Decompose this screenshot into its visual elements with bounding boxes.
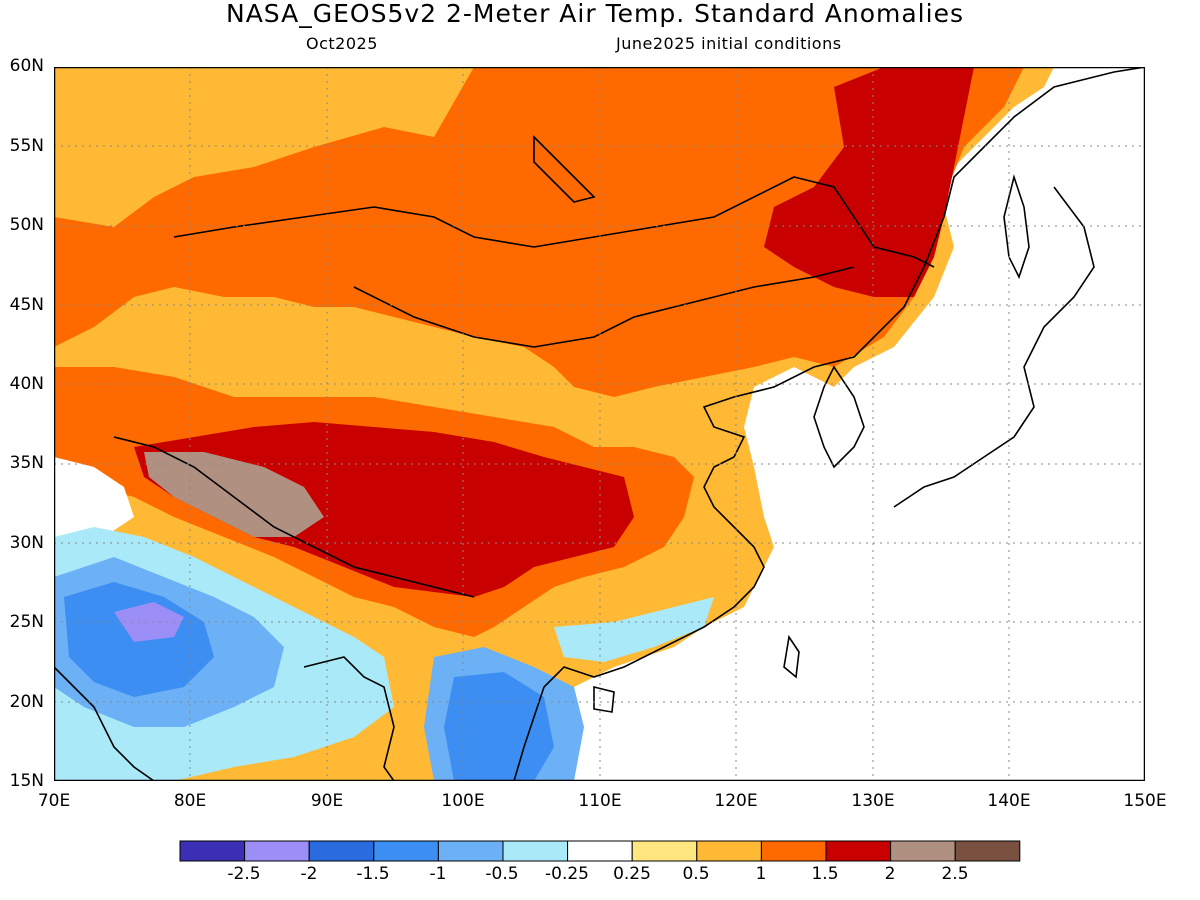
border-mongolia-south [353, 266, 855, 348]
colorbar-label-m1: -1 [429, 864, 447, 884]
colorbar-swatch [567, 840, 633, 862]
map-frame [54, 67, 1145, 781]
lon-label-150e: 150E [1123, 791, 1167, 811]
colorbar-swatch [244, 840, 310, 862]
lat-label-35n: 35N [9, 453, 44, 473]
lon-label-110e: 110E [578, 791, 622, 811]
chart-title: NASA_GEOS5v2 2-Meter Air Temp. Standard … [226, 0, 964, 28]
lon-label-90e: 90E [310, 791, 344, 811]
gridlines [54, 67, 1145, 781]
colorbar-label-0.5: 0.5 [682, 864, 710, 884]
colorbar-swatch [308, 840, 375, 862]
colorbar-label-0.25: 0.25 [613, 864, 651, 884]
colorbar-label-m0.25: -0.25 [545, 864, 589, 884]
coastline-east-asia [513, 67, 1145, 781]
coastline-india [54, 666, 155, 781]
colorbar-label-m1.5: -1.5 [356, 864, 390, 884]
ocean-neutral [494, 67, 1145, 781]
lat-label-55n: 55N [9, 136, 44, 156]
lon-label-120e: 120E [714, 791, 758, 811]
lat-label-60n: 60N [9, 56, 44, 76]
colorbar-label-m2.5: -2.5 [227, 864, 261, 884]
colorbar-swatch [890, 840, 956, 862]
lat-label-40n: 40N [9, 374, 44, 394]
lon-label-70e: 70E [37, 791, 71, 811]
colorbar-swatch [373, 840, 439, 862]
colorbar-label-2: 2 [884, 864, 896, 884]
colorbar-swatch [631, 840, 698, 862]
colorbar-swatch [502, 840, 569, 862]
coastline-korea [813, 365, 865, 469]
subtitle-initial-conditions: June2025 initial conditions [616, 34, 842, 53]
colorbar-label-2.5: 2.5 [941, 864, 969, 884]
colorbar-label-m0.5: -0.5 [485, 864, 519, 884]
anomaly-fill-blue-seasia-deep [444, 672, 554, 781]
lat-label-50n: 50N [9, 215, 44, 235]
colorbar-swatch [760, 840, 827, 862]
colorbar-label-m2: -2 [300, 864, 318, 884]
lake-baikal [533, 135, 596, 203]
colorbar-swatch [437, 840, 504, 862]
anomaly-fill-red-northeast [764, 67, 974, 297]
coastlines-and-borders [54, 67, 1145, 781]
colorbar-swatch [825, 840, 892, 862]
lat-label-25n: 25N [9, 612, 44, 632]
coastline-sakhalin [1003, 174, 1030, 280]
lon-label-80e: 80E [173, 791, 207, 811]
coastline-taiwan [783, 634, 800, 679]
lat-label-45n: 45N [9, 295, 44, 315]
colorbar-label-1.5: 1.5 [811, 864, 839, 884]
border-himalaya [113, 436, 475, 598]
anomaly-fill-brown-tibet [144, 452, 324, 537]
colorbar-swatch [696, 840, 762, 862]
lon-label-130e: 130E [851, 791, 895, 811]
colorbar-swatch [954, 840, 1021, 862]
lat-label-20n: 20N [9, 692, 44, 712]
anomaly-fill-lightblue-coast [554, 597, 714, 662]
lat-label-15n: 15N [9, 771, 44, 791]
subtitle-month: Oct2025 [306, 34, 378, 53]
colorbar-swatch [179, 840, 246, 862]
coastline-japan [893, 186, 1095, 508]
colorbar-label-1: 1 [755, 864, 767, 884]
lon-label-100e: 100E [441, 791, 485, 811]
lat-label-30n: 30N [9, 533, 44, 553]
anomaly-fill-orange [54, 67, 1024, 397]
colorbar [179, 840, 1021, 862]
anomaly-fill-purple-india [114, 602, 184, 642]
lon-label-140e: 140E [987, 791, 1031, 811]
coastline-bay-of-bengal [303, 656, 395, 781]
anomaly-map [54, 67, 1145, 781]
border-mongolia [173, 176, 935, 268]
